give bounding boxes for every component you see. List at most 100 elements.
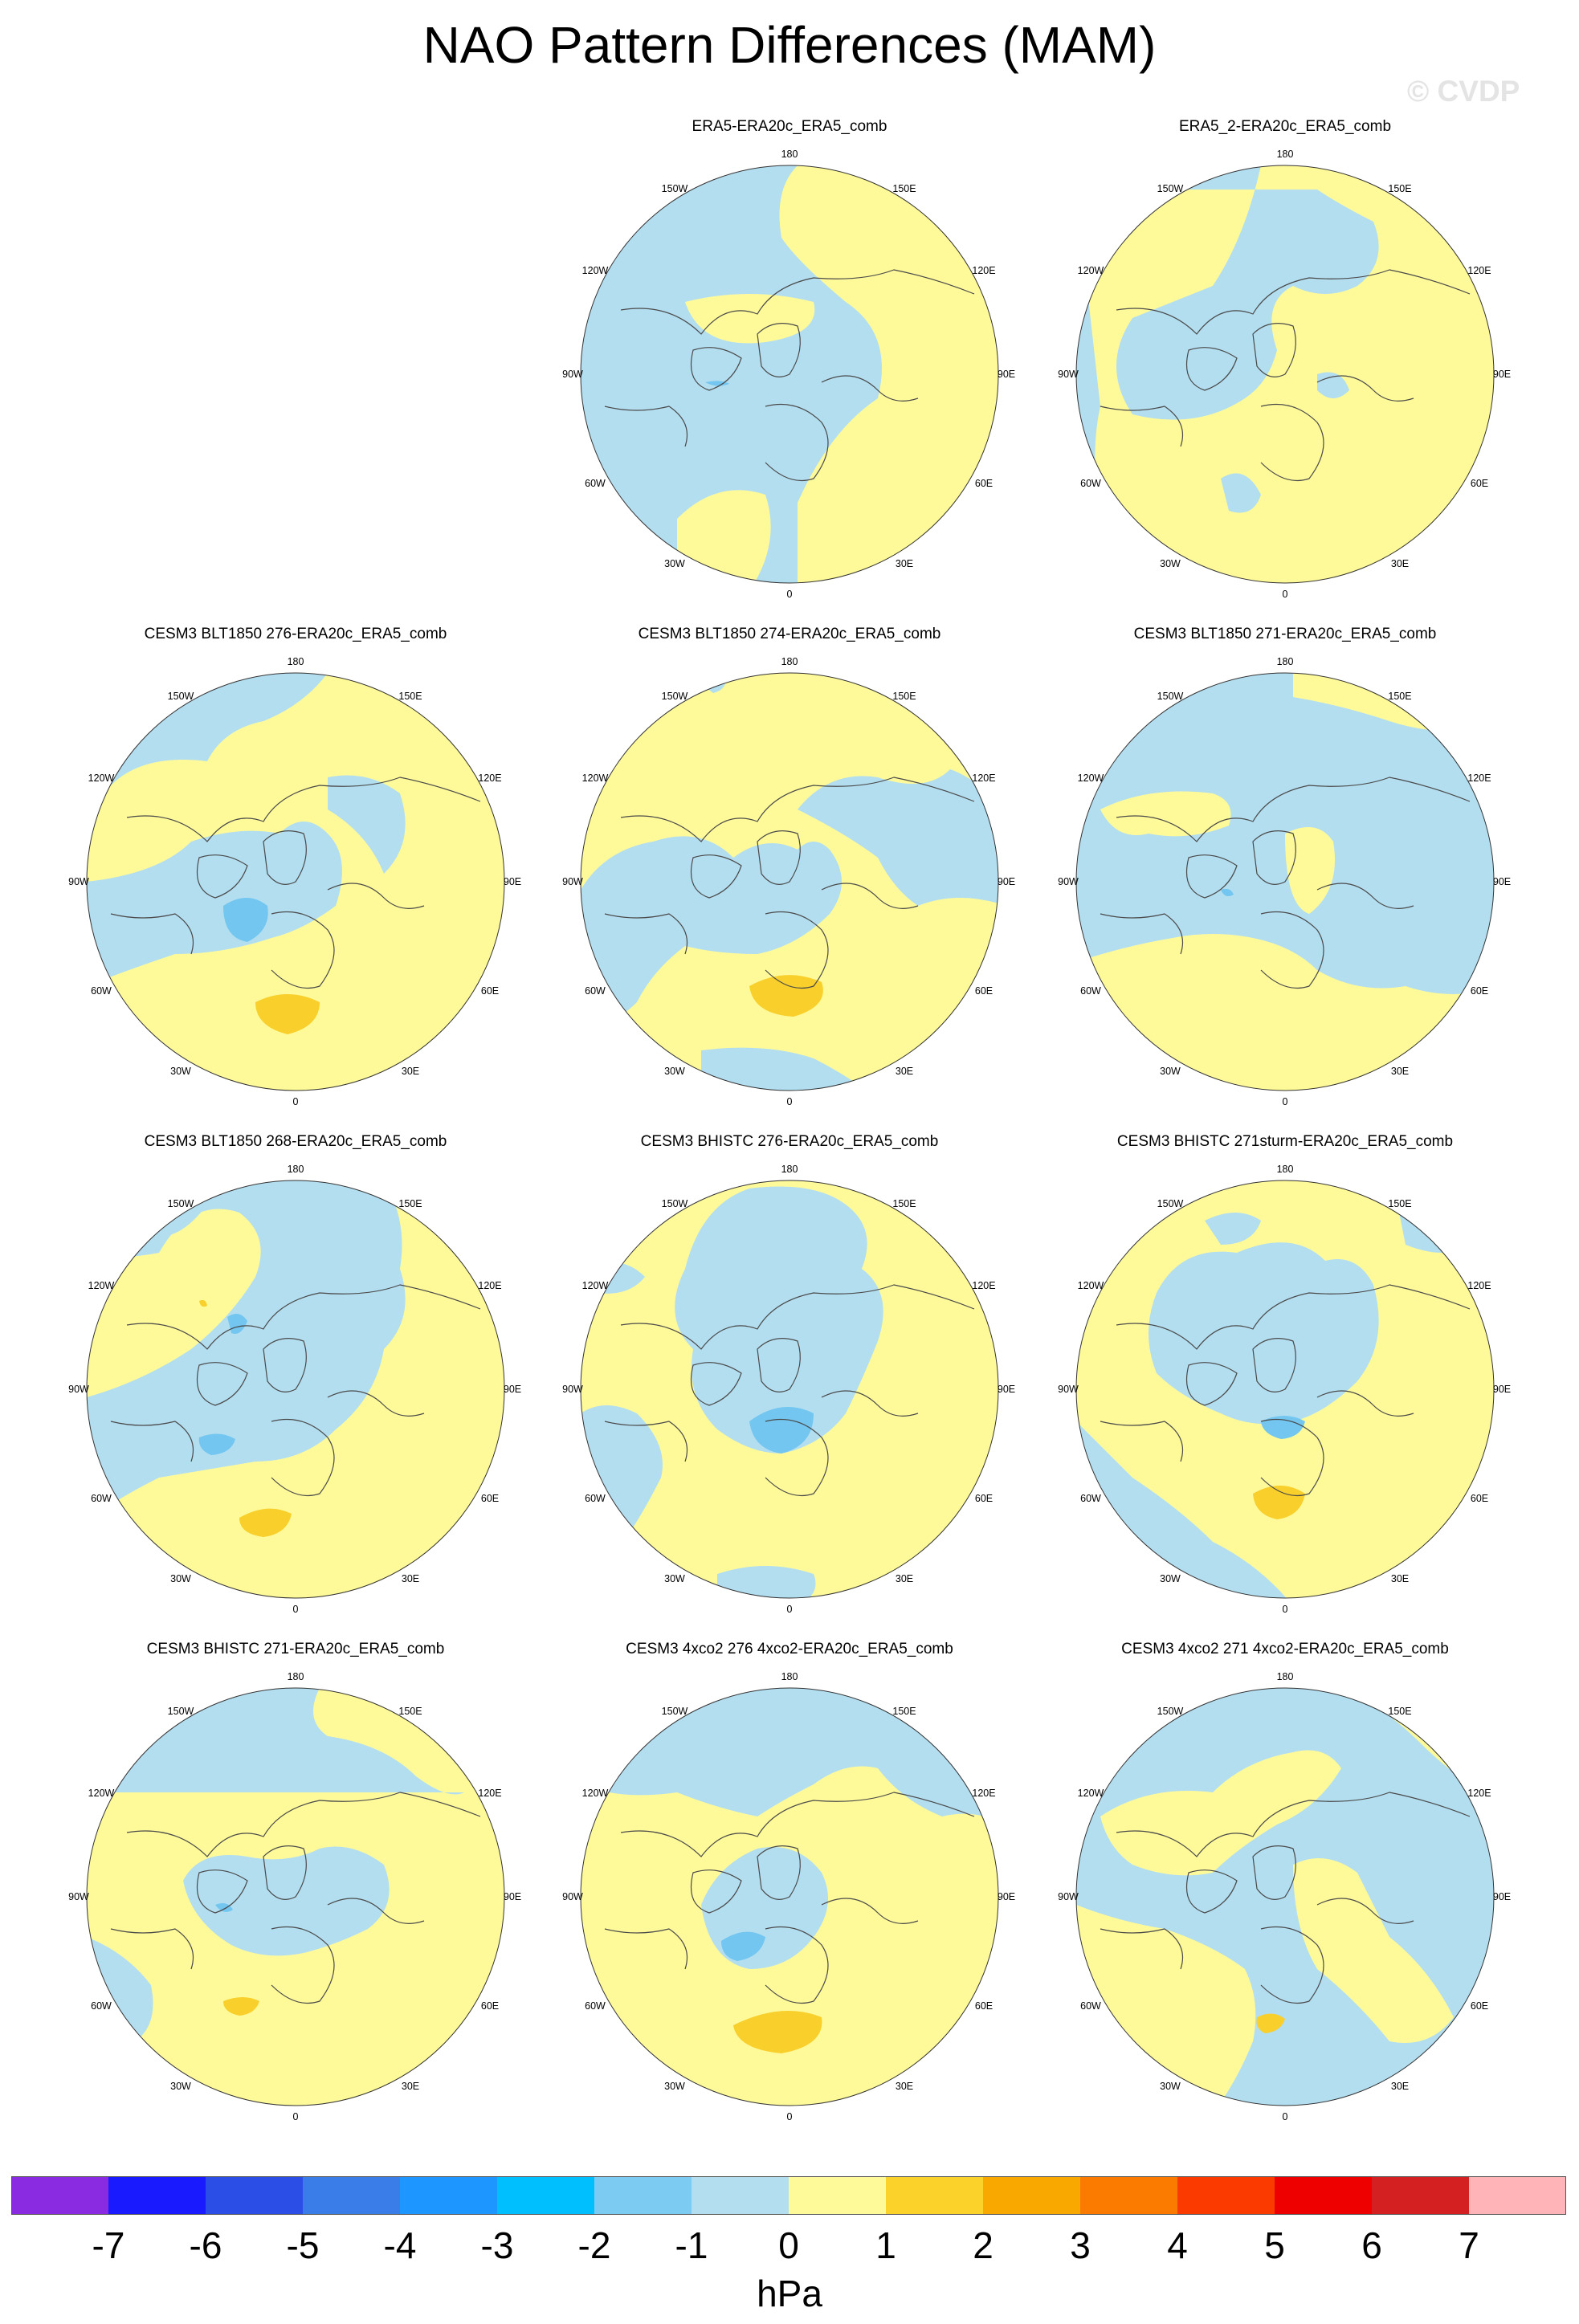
lon-label: 30E: [1391, 558, 1409, 569]
colorbar-swatch: [983, 2176, 1081, 2215]
map-panel: CESM3 BLT1850 271-ERA20c_ERA5_comb 180 1…: [1052, 625, 1518, 1123]
anomaly-neg1-region: [87, 1180, 406, 1510]
lon-label: 150W: [1157, 1706, 1184, 1717]
anomaly-pos2-region: [199, 1299, 207, 1307]
panel-title: CESM3 BLT1850 271-ERA20c_ERA5_comb: [1133, 626, 1437, 642]
lon-label: 0: [293, 1096, 299, 1107]
map-panel: CESM3 BHISTC 271-ERA20c_ERA5_comb 180 15…: [63, 1640, 528, 2138]
lon-label: 30E: [1391, 1066, 1409, 1077]
colorbar-tick-label: 2: [973, 2224, 994, 2266]
colorbar-swatch: [497, 2176, 595, 2215]
lon-label: 90E: [1493, 1891, 1511, 1902]
lon-label: 30E: [402, 1066, 419, 1077]
lon-label: 150E: [398, 1198, 422, 1209]
panel-title: CESM3 BLT1850 274-ERA20c_ERA5_comb: [638, 626, 941, 642]
lon-label: 120W: [1078, 1788, 1104, 1799]
coastlines: [110, 777, 481, 989]
lon-label: 0: [293, 2111, 299, 2122]
lon-label: 120E: [478, 1788, 501, 1799]
colorbar-swatch: [692, 2176, 790, 2215]
polar-map: 180 150W 150E 120W 120E 90W 90E 60W 60E …: [562, 1671, 1015, 2122]
map-panel: CESM3 4xco2 276 4xco2-ERA20c_ERA5_comb 1…: [557, 1640, 1022, 2138]
anomaly-neg1-region: [1397, 1205, 1470, 1253]
lon-label: 150E: [892, 183, 916, 194]
colorbar-swatch: [206, 2176, 304, 2215]
lon-label: 0: [293, 1604, 299, 1615]
lon-label: 150E: [1388, 183, 1411, 194]
lon-label: 90E: [998, 876, 1015, 887]
map-panel: CESM3 4xco2 271 4xco2-ERA20c_ERA5_comb 1…: [1052, 1640, 1518, 2138]
lon-label: 0: [787, 2111, 793, 2122]
lon-label: 60W: [1080, 985, 1101, 997]
lon-label: 120E: [1467, 1788, 1491, 1799]
anomaly-neg1-region: [717, 1566, 816, 1598]
anomaly-neg1-region: [87, 822, 342, 986]
map-panel: CESM3 BHISTC 276-ERA20c_ERA5_comb 180 15…: [557, 1132, 1022, 1630]
map-panel: CESM3 BLT1850 276-ERA20c_ERA5_comb 180 1…: [63, 625, 528, 1123]
coastlines: [604, 269, 975, 482]
lon-label: 180: [781, 149, 798, 160]
polar-map: 180 150W 150E 120W 120E 90W 90E 60W 60E …: [562, 149, 1015, 600]
panel-title: ERA5_2-ERA20c_ERA5_comb: [1178, 118, 1392, 135]
lon-label: 120W: [582, 1788, 609, 1799]
lon-label: 60W: [585, 2000, 606, 2012]
lon-label: 120W: [582, 1280, 609, 1291]
lon-label: 120W: [1078, 773, 1104, 784]
colorbar-tick-label: -5: [286, 2224, 320, 2266]
lon-label: 30E: [896, 1573, 913, 1584]
panel-title: CESM3 BLT1850 268-ERA20c_ERA5_comb: [144, 1133, 447, 1150]
anomaly-pos2-region: [749, 975, 823, 1017]
lon-label: 90E: [1493, 369, 1511, 380]
colorbar-swatch: [789, 2176, 887, 2215]
lon-label: 30W: [170, 2081, 191, 2092]
colorbar-swatch: [1177, 2176, 1275, 2215]
lon-label: 120W: [582, 265, 609, 276]
lon-label: 120W: [88, 773, 115, 784]
lon-label: 60E: [1471, 478, 1488, 489]
anomaly-neg1-region: [1149, 1242, 1379, 1425]
lon-label: 150W: [662, 1706, 688, 1717]
lon-label: 90E: [998, 1891, 1015, 1902]
lon-label: 150E: [398, 691, 422, 702]
coastlines: [1100, 1792, 1471, 2004]
colorbar-unit: hPa: [757, 2273, 822, 2314]
colorbar-swatch: [11, 2176, 109, 2215]
anomaly-neg1-region: [1205, 1213, 1261, 1245]
anomaly-neg1-region: [798, 769, 998, 906]
map-panel: ERA5-ERA20c_ERA5_comb 180 150W 150E 120W…: [557, 117, 1022, 615]
lon-label: 60W: [585, 478, 606, 489]
polar-map: 180 150W 150E 120W 120E 90W 90E 60W 60E …: [1058, 1671, 1511, 2122]
map-panel: CESM3 BLT1850 268-ERA20c_ERA5_comb 180 1…: [63, 1132, 528, 1630]
lon-label: 90E: [998, 369, 1015, 380]
colorbar-swatch: [1080, 2176, 1178, 2215]
colorbar-swatch: [1372, 2176, 1470, 2215]
panel-title: CESM3 BHISTC 276-ERA20c_ERA5_comb: [640, 1133, 939, 1150]
lon-label: 60E: [1471, 1493, 1488, 1504]
lon-label: 150E: [1388, 691, 1411, 702]
lon-label: 30W: [1160, 1066, 1181, 1077]
colorbar-swatches: [11, 2176, 1566, 2215]
figure-title: NAO Pattern Differences (MAM): [422, 16, 1157, 74]
lon-label: 60E: [975, 2000, 993, 2012]
lon-label: 180: [781, 1671, 798, 1682]
colorbar-swatch: [594, 2176, 692, 2215]
panel-title: CESM3 4xco2 276 4xco2-ERA20c_ERA5_comb: [626, 1641, 953, 1657]
anomaly-neg2-region: [198, 1433, 235, 1455]
lon-label: 90E: [504, 1891, 521, 1902]
lon-label: 60E: [975, 985, 993, 997]
lon-label: 60E: [481, 985, 499, 997]
lon-label: 60W: [585, 1493, 606, 1504]
lon-label: 150E: [1388, 1706, 1411, 1717]
lon-label: 0: [1283, 589, 1288, 600]
colorbar-tick-label: -7: [92, 2224, 125, 2266]
lon-label: 90W: [562, 1384, 583, 1395]
lon-label: 120E: [972, 265, 995, 276]
lon-label: 30E: [896, 2081, 913, 2092]
lon-label: 0: [1283, 1096, 1288, 1107]
colorbar-tick-label: -1: [675, 2224, 708, 2266]
colorbar-tick-label: 5: [1264, 2224, 1285, 2266]
lon-label: 60W: [1080, 2000, 1101, 2012]
lon-label: 90E: [504, 876, 521, 887]
lon-label: 120E: [972, 1788, 995, 1799]
colorbar-tick-label: 0: [778, 2224, 799, 2266]
